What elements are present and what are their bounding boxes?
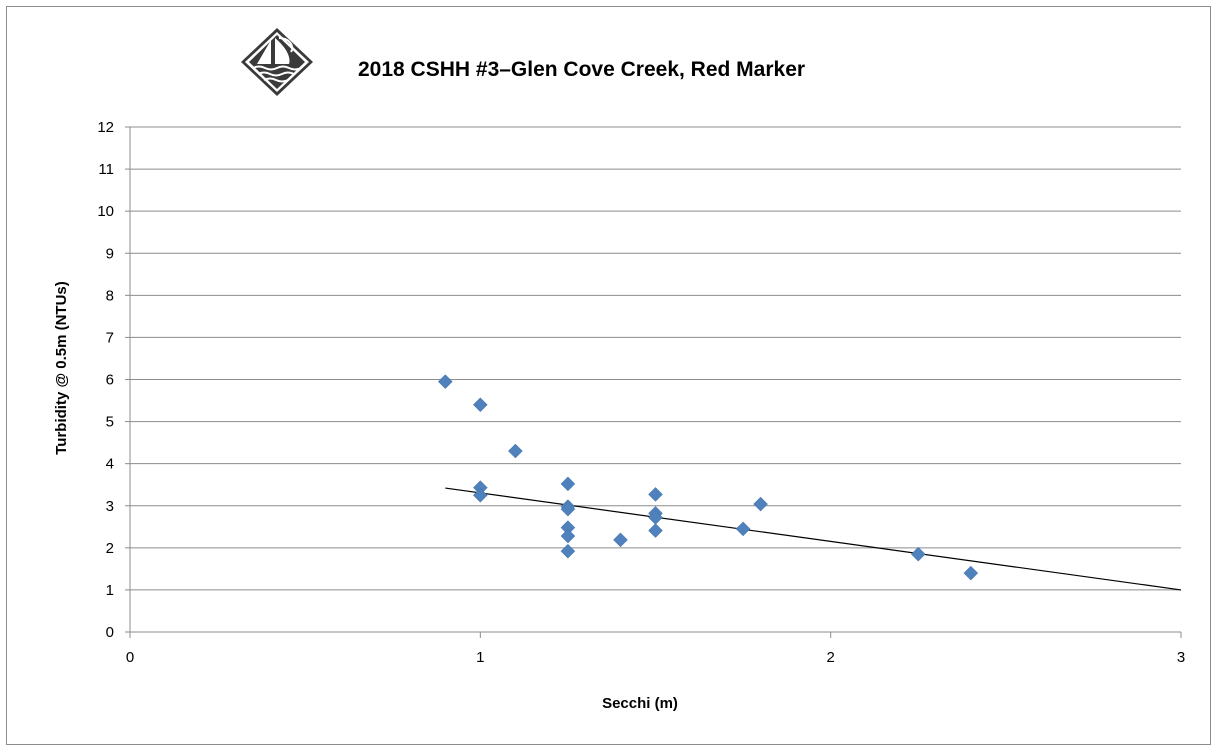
- x-axis-title: Secchi (m): [602, 695, 678, 712]
- x-tick-label: 3: [1177, 649, 1185, 666]
- trendline: [445, 487, 1182, 591]
- data-point: [735, 521, 751, 537]
- y-tick-label: 10: [97, 203, 114, 220]
- y-tick-label: 5: [106, 414, 114, 431]
- data-points: [437, 374, 979, 581]
- x-tick-label: 2: [826, 649, 834, 666]
- x-tick-label: 1: [476, 649, 484, 666]
- y-tick-label: 0: [106, 624, 114, 641]
- y-tick-label: 6: [106, 372, 114, 389]
- y-tick-label: 2: [106, 540, 114, 557]
- y-tick-label: 11: [98, 161, 114, 178]
- data-point: [560, 476, 576, 492]
- data-point: [560, 528, 576, 544]
- y-axis-title: Turbidity @ 0.5m (NTUs): [53, 281, 70, 455]
- sailboat-logo: [241, 28, 313, 96]
- y-tick-label: 7: [106, 329, 114, 346]
- y-tick-label: 8: [106, 287, 114, 304]
- x-tick-labels: 0 1 2 3: [126, 649, 1185, 666]
- data-point: [437, 374, 453, 389]
- trendline-group: [445, 487, 1182, 591]
- y-tick-label: 12: [97, 119, 114, 136]
- x-tick-label: 0: [126, 649, 134, 666]
- chart-title: 2018 CSHH #3–Glen Cove Creek, Red Marker: [358, 58, 805, 81]
- y-tick-label: 9: [106, 245, 114, 262]
- data-point: [910, 546, 926, 562]
- data-point: [613, 532, 628, 548]
- axes: [129, 127, 1182, 638]
- data-point: [508, 443, 523, 459]
- data-point: [560, 501, 576, 517]
- data-point: [648, 487, 663, 502]
- y-tick-label: 4: [106, 456, 114, 473]
- data-point: [753, 496, 768, 512]
- y-tick-label: 1: [106, 582, 114, 599]
- y-tick-label: 3: [106, 498, 114, 515]
- gridlines: [125, 126, 1181, 633]
- data-point: [963, 565, 979, 581]
- data-point: [472, 397, 488, 413]
- data-point: [648, 523, 663, 538]
- data-point: [560, 543, 576, 559]
- chart-frame: [6, 6, 1211, 745]
- data-point: [472, 487, 488, 503]
